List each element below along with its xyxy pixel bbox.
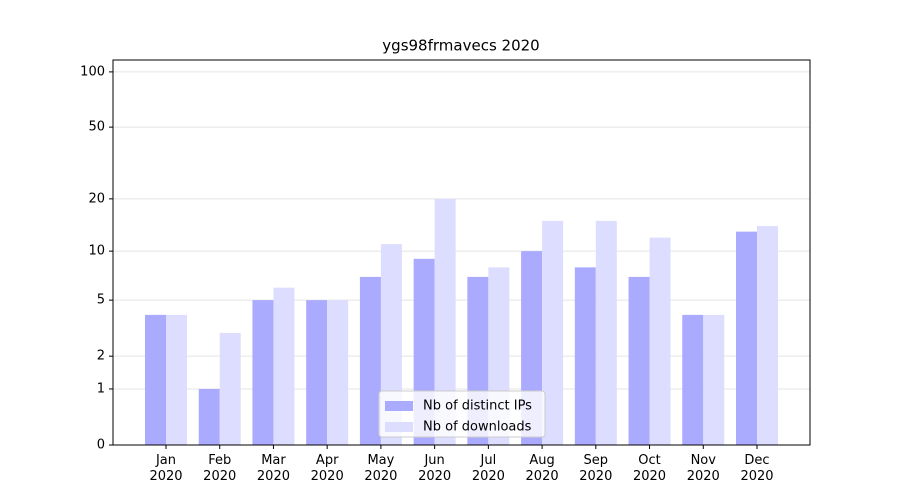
y-tick-label: 5 [97,293,105,308]
bar [359,276,381,445]
y-tick-label: 100 [80,64,105,79]
y-tick-label: 20 [88,191,105,206]
x-tick-label: May 2020 [364,453,398,484]
bar [166,314,187,445]
x-tick-label: Feb 2020 [203,453,237,484]
x-tick-label: Aug 2020 [525,453,559,484]
x-tick-label: Dec 2020 [740,453,774,484]
bar [628,276,650,445]
legend-label: Nb of distinct IPs [423,399,532,414]
bar [682,314,704,445]
bar [649,237,671,445]
bar [574,267,596,445]
y-tick-label: 1 [97,381,105,396]
bar [306,300,328,445]
y-tick-label: 0 [97,438,105,453]
bar [145,314,166,445]
legend-box [378,390,546,438]
bar [703,314,725,445]
bar [198,388,220,445]
y-tick-label: 50 [88,120,105,135]
x-tick-label: Jun 2020 [418,453,452,484]
x-tick-label: Jan 2020 [149,453,183,484]
bar [434,198,456,445]
x-tick-label: Sep 2020 [579,453,613,484]
bar [327,300,349,445]
legend: Nb of distinct IPs Nb of downloads [378,390,546,438]
bar [219,332,241,445]
x-tick-label: Oct 2020 [632,453,667,484]
legend-swatch [385,422,413,432]
bar [273,287,295,445]
plot-frame [112,59,811,446]
x-tick-label: Jul 2020 [471,453,505,484]
bar [736,231,757,445]
bar [542,220,564,445]
legend-swatch [385,401,413,411]
x-tick-label: Mar 2020 [256,453,290,484]
chart-title: ygs98frmavecs 2020 [382,37,539,55]
bar [252,300,274,445]
y-tick-label: 2 [97,349,105,364]
y-tick-label: 10 [88,244,105,259]
x-tick-label: Nov 2020 [686,453,720,484]
bar [595,220,617,445]
legend-label: Nb of downloads [423,420,532,435]
bar [757,226,778,445]
x-tick-label: Apr 2020 [310,453,344,484]
